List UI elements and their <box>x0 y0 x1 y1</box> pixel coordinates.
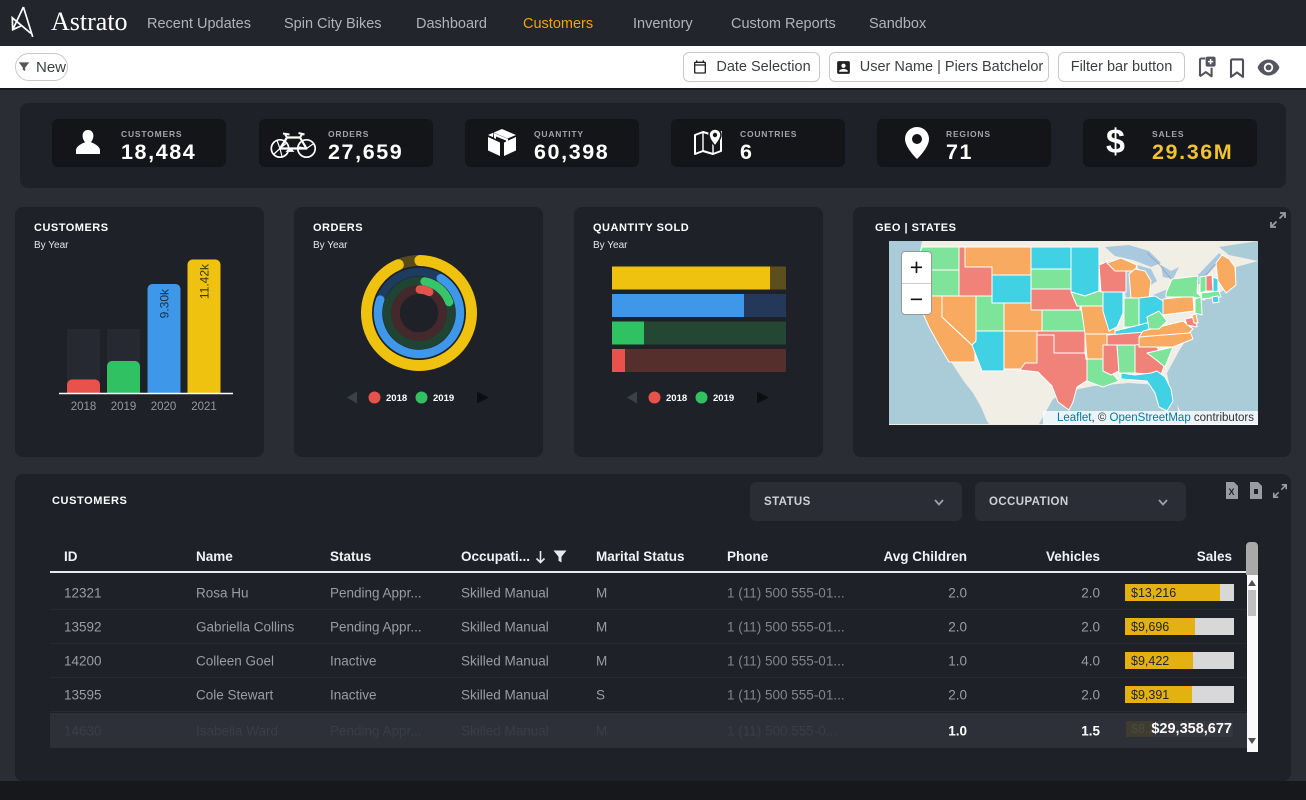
svg-text:2019: 2019 <box>433 393 454 404</box>
svg-text:2018: 2018 <box>71 401 97 413</box>
svg-text:2019: 2019 <box>111 401 137 413</box>
svg-text:2018: 2018 <box>666 393 687 404</box>
svg-text:9.30k: 9.30k <box>158 288 172 318</box>
svg-text:2021: 2021 <box>191 401 217 413</box>
svg-text:11.42k: 11.42k <box>198 263 212 299</box>
svg-text:2019: 2019 <box>713 393 734 404</box>
svg-text:X: X <box>1228 487 1234 497</box>
svg-text:2020: 2020 <box>151 401 177 413</box>
svg-text:2018: 2018 <box>386 393 407 404</box>
